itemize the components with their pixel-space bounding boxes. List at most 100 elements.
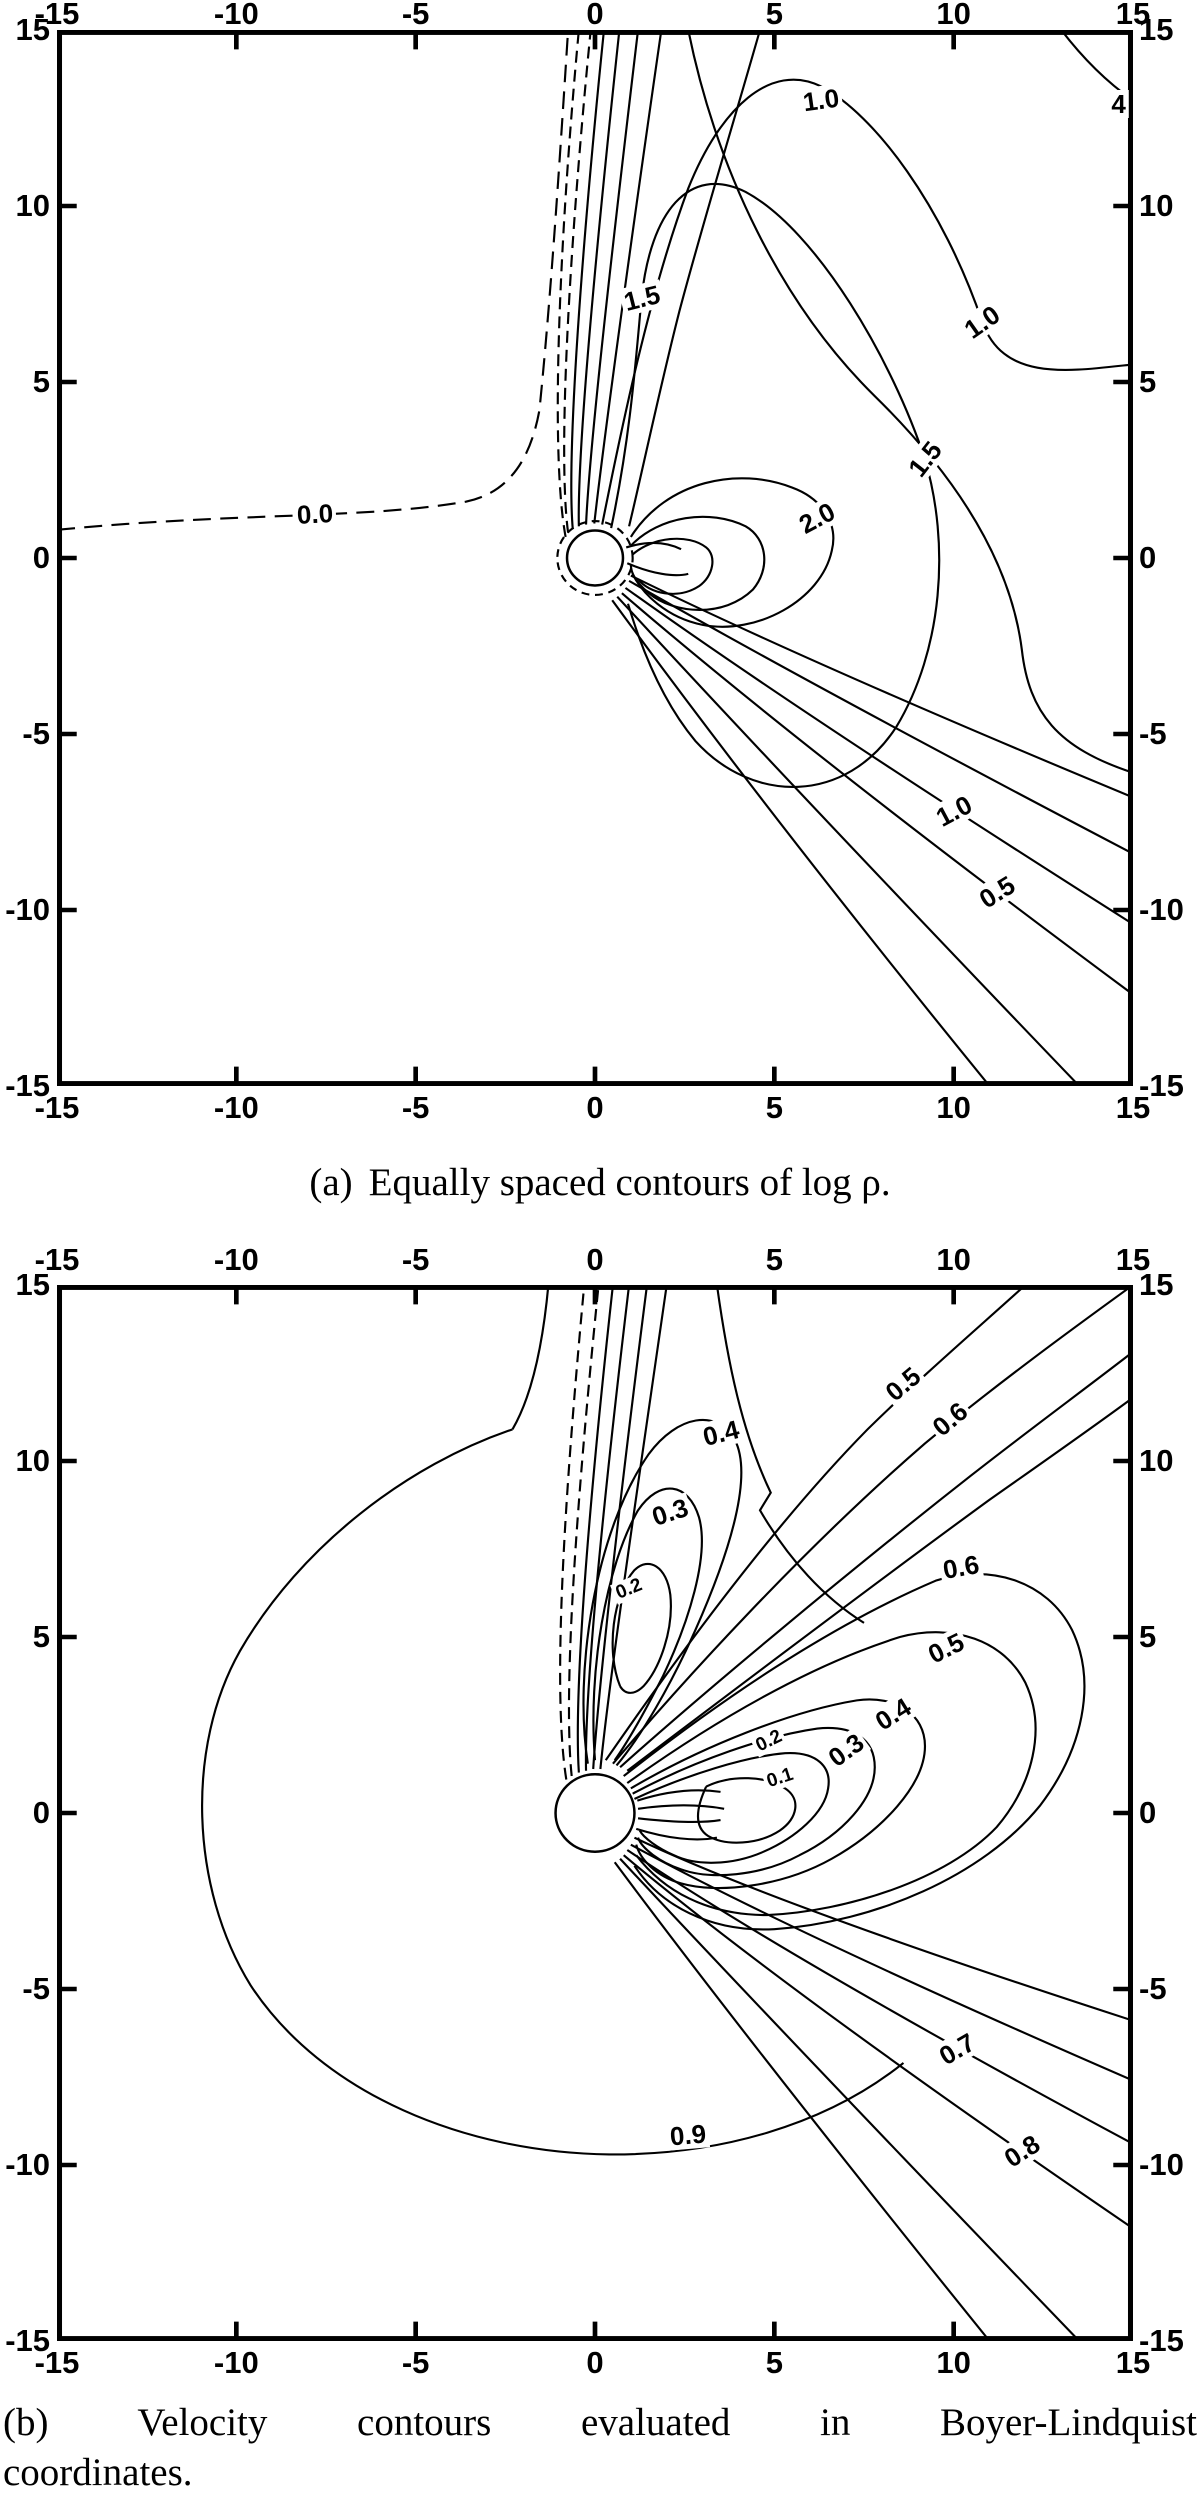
contour-label: 0.2 [749, 1724, 789, 1758]
caption-b-line2: coordinates. [3, 2451, 193, 2494]
tick-label: -15 [1139, 1068, 1184, 1103]
tick-label: 0 [1139, 540, 1157, 575]
tick-label: 0 [586, 1090, 604, 1125]
tick-label: -15 [34, 1242, 80, 1277]
caption-b: (b) Velocity contours evaluated in Boyer… [0, 2398, 1200, 2498]
contour-path [619, 1351, 1133, 1769]
tick-label: -10 [1139, 892, 1184, 927]
contour-path [637, 1817, 721, 1824]
panel-b-plot: 0.5 0.6 0.4 0.3 0.2 0.6 0.5 0.4 0.3 0.2 0.1 0.9 0.7 0… [57, 1285, 1133, 2341]
contour-path [612, 1285, 1133, 1765]
tick-label: -5 [22, 716, 50, 751]
contour-label: 2.0 [792, 495, 843, 540]
contour-path [556, 30, 580, 538]
contour-path [559, 1285, 586, 1780]
contour-path [623, 1573, 1086, 1931]
contour-path [630, 1698, 927, 1890]
contour-path [626, 562, 689, 577]
contour-path [633, 1836, 1133, 2022]
tick-label: -5 [1139, 716, 1167, 751]
tick-label: -10 [1139, 2147, 1184, 2182]
tick-label: 5 [765, 0, 783, 31]
tick-label: -15 [34, 2345, 80, 2380]
contour-label: 0.7 [931, 2026, 983, 2072]
contour-label: 0.4 [867, 1691, 918, 1738]
contour-path [593, 30, 663, 524]
tick-label: -5 [1139, 1971, 1167, 2006]
contour-label: 1.0 [928, 789, 979, 834]
contour-label: 0.8 [996, 2127, 1048, 2175]
tick-label: -15 [5, 2323, 50, 2358]
tick-label: 5 [765, 2345, 783, 2380]
panel-a-plot: 0.0 1.5 1.0 4 1.0 1.5 2.0 1.0 0.5 [57, 30, 1133, 1086]
tick-label: 10 [936, 1242, 971, 1277]
tick-label: -10 [213, 2345, 259, 2380]
caption-a-text: Equally spaced contours of log ρ. [368, 1161, 891, 1204]
contour-path [567, 1285, 600, 1777]
contour-path [604, 1285, 1027, 1761]
contour-path [576, 1285, 615, 1773]
contour-path [696, 1777, 797, 1844]
tick-label: 10 [936, 1090, 971, 1125]
tick-label: 0 [32, 1795, 50, 1830]
contour-path [616, 596, 1080, 1086]
contour-path [599, 1285, 668, 1770]
tick-label: 5 [32, 1619, 50, 1654]
contour-label: 1.0 [957, 298, 1008, 346]
tick-label: 5 [32, 364, 50, 399]
contour-label: 0.0 [293, 498, 338, 530]
contour-label: 0.6 [937, 1549, 985, 1585]
tick-label: 15 [1115, 0, 1151, 31]
tick-label: 15 [15, 12, 50, 47]
tick-label: 5 [765, 1090, 783, 1125]
tick-label: -15 [34, 0, 80, 31]
caption-a-label: (a) [309, 1161, 353, 1204]
tick-label: -5 [401, 1090, 430, 1125]
tick-label: 5 [1139, 364, 1157, 399]
contour-label: 0.1 [761, 1762, 799, 1793]
panel-a-ink [57, 30, 1133, 1086]
tick-label: -10 [5, 2147, 50, 2182]
contour-label: 1.5 [617, 279, 666, 316]
contour-path [629, 477, 835, 628]
contour-path [626, 1631, 1037, 1917]
contour-path [611, 599, 991, 1086]
dashed-ring [556, 519, 634, 597]
tick-label: 10 [936, 2345, 971, 2380]
caption-b-text1: Velocity contours evaluated in Boyer-Lin… [137, 2401, 1197, 2444]
tick-label: 10 [936, 0, 971, 31]
tick-label: -15 [1139, 2323, 1184, 2358]
tick-label: -10 [213, 1090, 259, 1125]
contour-path [621, 592, 1133, 996]
tick-label: 0 [32, 540, 50, 575]
tick-label: -15 [34, 1090, 80, 1125]
contour-path [635, 1827, 718, 1841]
tick-label: 15 [1115, 1090, 1151, 1125]
caption-a: (a) Equally spaced contours of log ρ. [0, 1160, 1200, 1205]
axis-ticks [57, 1285, 1133, 2341]
contour-path [511, 1285, 550, 1430]
tick-label: 15 [1139, 12, 1174, 47]
tick-label: 10 [1139, 188, 1174, 223]
contour-path [630, 1843, 1133, 2082]
tick-label: 15 [1139, 1267, 1174, 1302]
panel-a-contour-labels: 0.0 1.5 1.0 4 1.0 1.5 2.0 1.0 0.5 [57, 30, 1133, 1086]
tick-label: 0 [586, 0, 604, 31]
tick-label: -10 [213, 0, 259, 31]
tick-label: 10 [1139, 1443, 1174, 1478]
contour-path [57, 30, 570, 531]
contour-path [628, 30, 762, 527]
tick-label: 15 [1115, 1242, 1151, 1277]
tick-label: 15 [15, 1267, 50, 1302]
contour-label: 1.5 [900, 434, 949, 485]
contour-label: 0.3 [820, 1725, 872, 1774]
contour-path [577, 30, 621, 527]
contour-label: 0.5 [878, 1359, 929, 1408]
contour-path [622, 1854, 1133, 2230]
contour-label: 0.9 [666, 2119, 711, 2152]
black-hole-horizon [554, 1773, 636, 1853]
tick-label: 0 [586, 1242, 604, 1277]
contour-path [584, 30, 640, 525]
contour-label: 0.4 [696, 1414, 745, 1452]
